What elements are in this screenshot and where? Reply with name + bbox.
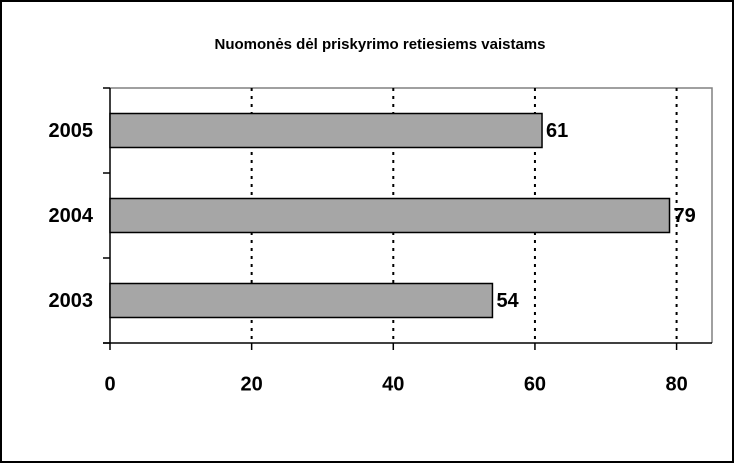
value-label: 79 — [674, 205, 696, 227]
value-label: 61 — [546, 120, 568, 142]
x-tick-label: 60 — [524, 373, 546, 395]
x-tick-label: 40 — [382, 373, 404, 395]
y-tick-label: 2004 — [49, 205, 94, 227]
y-tick-label: 2003 — [49, 290, 94, 312]
x-tick-label: 80 — [665, 373, 687, 395]
plot-frame — [110, 87, 713, 343]
x-tick-label: 0 — [104, 373, 115, 395]
bar — [109, 197, 671, 234]
x-tick-label: 20 — [241, 373, 263, 395]
chart-title: Nuomonės dėl priskyrimo retiesiems vaist… — [215, 36, 546, 53]
bar — [109, 282, 494, 319]
y-tick-label: 2005 — [49, 120, 94, 142]
bar — [109, 112, 543, 149]
value-label: 54 — [496, 290, 519, 312]
